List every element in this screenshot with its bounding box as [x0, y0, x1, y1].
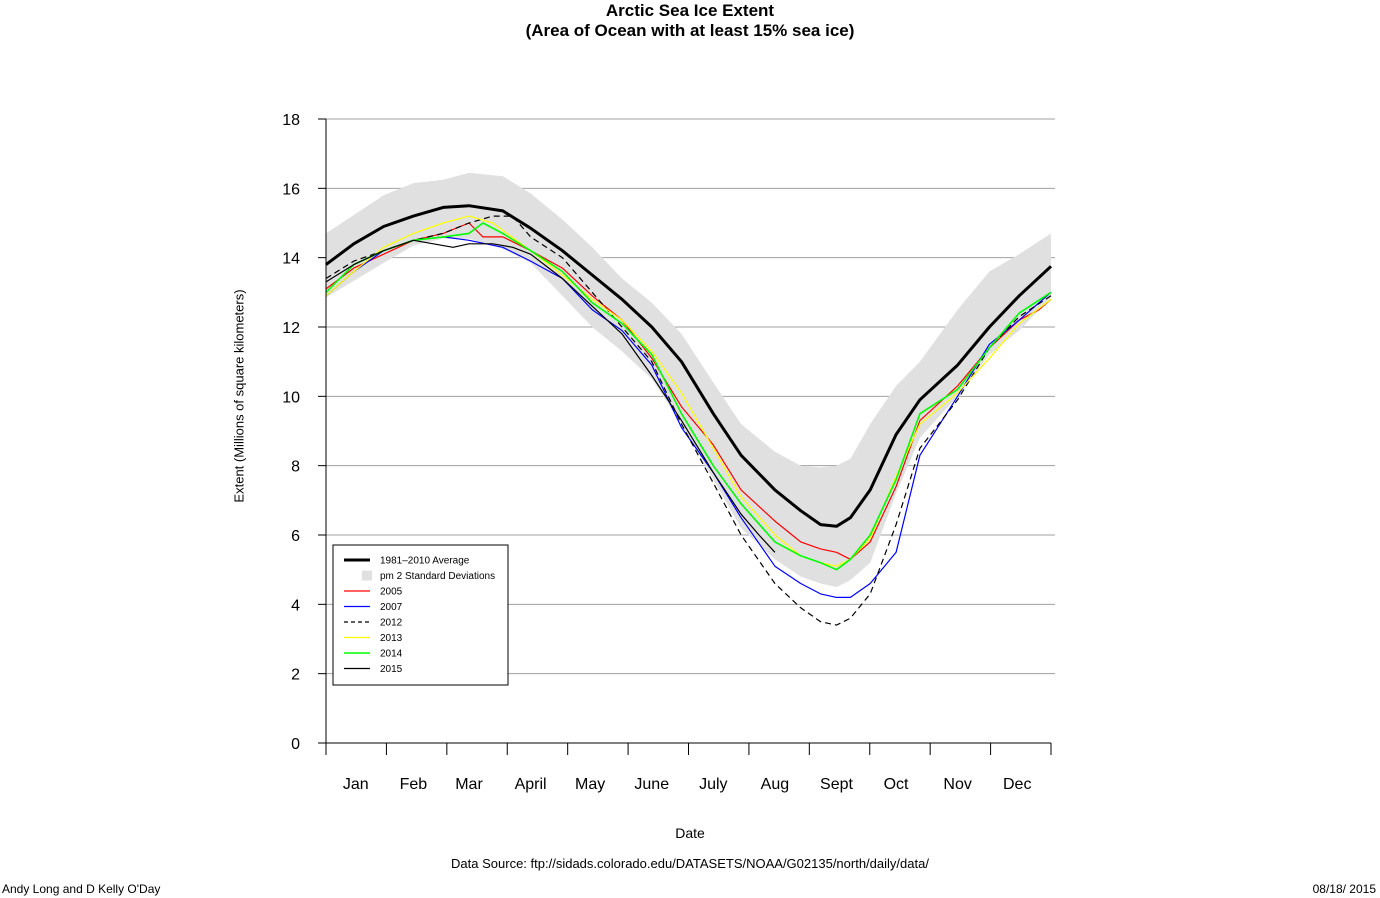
chart-title: Arctic Sea Ice Extent: [605, 1, 775, 20]
x-tick-label-oct: Oct: [884, 776, 909, 793]
y-tick-label-18: 18: [282, 112, 300, 129]
y-tick-label-0: 0: [291, 736, 300, 753]
x-tick-label-april: April: [515, 776, 547, 793]
x-tick-label-nov: Nov: [943, 776, 971, 793]
x-tick-label-dec: Dec: [1003, 776, 1031, 793]
series-line-2014: [325, 222, 1052, 571]
y-tick-label-8: 8: [291, 459, 300, 476]
legend-label-2012: 2012: [380, 618, 403, 629]
x-tick-label-sept: Sept: [820, 776, 853, 793]
x-tick-label-aug: Aug: [761, 776, 789, 793]
std-dev-band-area: [326, 172, 1051, 587]
series-line-2013: [325, 215, 1052, 567]
y-tick-label-14: 14: [282, 251, 300, 268]
legend-swatch-pm-2-standard-deviations: [362, 570, 372, 581]
legend-label-2015: 2015: [380, 664, 403, 675]
y-tick-label-6: 6: [291, 528, 300, 545]
x-tick-label-feb: Feb: [400, 776, 428, 793]
y-tick-label-10: 10: [282, 389, 300, 406]
series-line-2015: [325, 239, 776, 553]
author-credit: Andy Long and D Kelly O'Day: [2, 882, 161, 896]
y-tick-label-12: 12: [282, 320, 300, 337]
legend-label-1981-2010-average: 1981–2010 Average: [380, 556, 470, 567]
legend-label-2005: 2005: [380, 587, 403, 598]
chart-date: 08/18/ 2015: [1312, 882, 1376, 896]
x-tick-label-july: July: [699, 776, 727, 793]
x-axis-label: Date: [675, 825, 705, 841]
legend-label-pm-2-standard-deviations: pm 2 Standard Deviations: [380, 571, 495, 582]
x-tick-label-june: June: [634, 776, 669, 793]
std-dev-band: [326, 172, 1051, 587]
series-line-1981-2010-average: [325, 204, 1053, 528]
legend: 1981–2010 Average pm 2 Standard Deviation…: [332, 544, 509, 686]
x-tick-label-may: May: [575, 776, 605, 793]
legend-label-2014: 2014: [380, 649, 403, 660]
y-axis-label: Extent (Millions of square kilometers): [231, 289, 247, 503]
chart-subtitle: (Area of Ocean with at least 15% sea ice…: [525, 21, 855, 40]
series-line-2012: [325, 215, 1052, 626]
data-source: Data Source: ftp://sidads.colorado.edu/D…: [451, 856, 929, 871]
x-tick-label-mar: Mar: [455, 776, 483, 793]
axes: 0 2 4 6 8 10 12 14 16 18 Jan Feb Mar April May June July…: [282, 112, 1052, 793]
y-tick-label-4: 4: [291, 597, 300, 614]
legend-label-2007: 2007: [380, 602, 403, 613]
y-tick-label-16: 16: [282, 181, 300, 198]
legend-box: [332, 544, 509, 686]
series-lines: [325, 204, 1053, 626]
x-tick-label-jan: Jan: [343, 776, 369, 793]
legend-label-2013: 2013: [380, 633, 403, 644]
y-tick-label-2: 2: [291, 667, 300, 684]
